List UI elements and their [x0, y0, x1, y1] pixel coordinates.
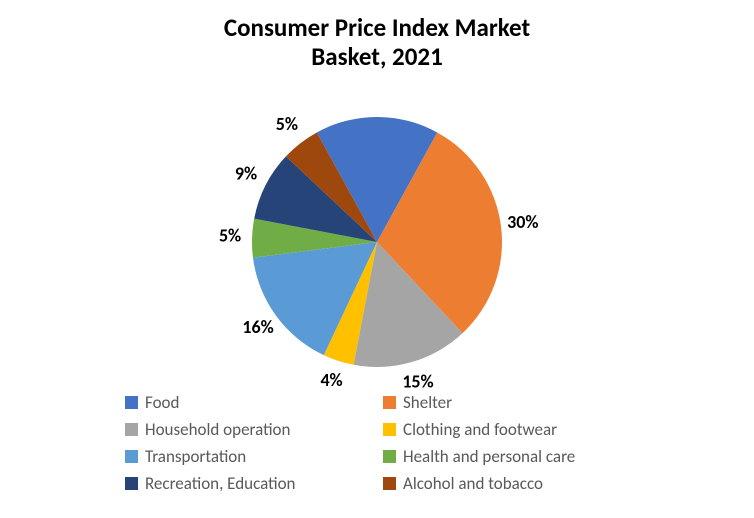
legend-swatch [383, 450, 396, 463]
legend-label: Recreation, Education [145, 473, 296, 494]
slice-label: 30% [507, 211, 538, 233]
legend-label: Food [145, 392, 179, 413]
legend-swatch [383, 423, 396, 436]
legend-item: Household operation [125, 419, 377, 440]
legend-label: Clothing and footwear [403, 419, 557, 440]
legend-label: Household operation [145, 419, 290, 440]
pie-area: 16% 30% 15% 4% 16% 5% 9% 5% [0, 100, 754, 390]
legend-swatch [383, 396, 396, 409]
legend-swatch [125, 450, 138, 463]
legend-swatch [383, 477, 396, 490]
legend-label: Shelter [403, 392, 452, 413]
legend-label: Transportation [145, 446, 246, 467]
slice-label: 16% [361, 100, 392, 104]
slice-label: 9% [235, 163, 257, 185]
slice-label: 16% [242, 316, 273, 338]
cpi-pie-chart: Consumer Price Index MarketBasket, 2021 … [0, 0, 754, 518]
legend-item: Clothing and footwear [383, 419, 635, 440]
legend-swatch [125, 396, 138, 409]
chart-title: Consumer Price Index MarketBasket, 2021 [0, 14, 754, 72]
legend-item: Health and personal care [383, 446, 635, 467]
legend-item: Shelter [383, 392, 635, 413]
slice-label: 4% [320, 369, 342, 390]
legend-item: Transportation [125, 446, 377, 467]
legend-label: Health and personal care [403, 446, 575, 467]
slice-label: 5% [276, 113, 298, 135]
legend-swatch [125, 477, 138, 490]
legend-label: Alcohol and tobacco [403, 473, 543, 494]
legend-item: Recreation, Education [125, 473, 377, 494]
slice-label: 5% [219, 225, 241, 247]
legend-swatch [125, 423, 138, 436]
legend: Food Shelter Household operation Clothing a… [125, 392, 635, 494]
pie-svg: 16% 30% 15% 4% 16% 5% 9% 5% [117, 100, 637, 390]
legend-item: Food [125, 392, 377, 413]
slice-label: 15% [402, 371, 433, 390]
legend-item: Alcohol and tobacco [383, 473, 635, 494]
